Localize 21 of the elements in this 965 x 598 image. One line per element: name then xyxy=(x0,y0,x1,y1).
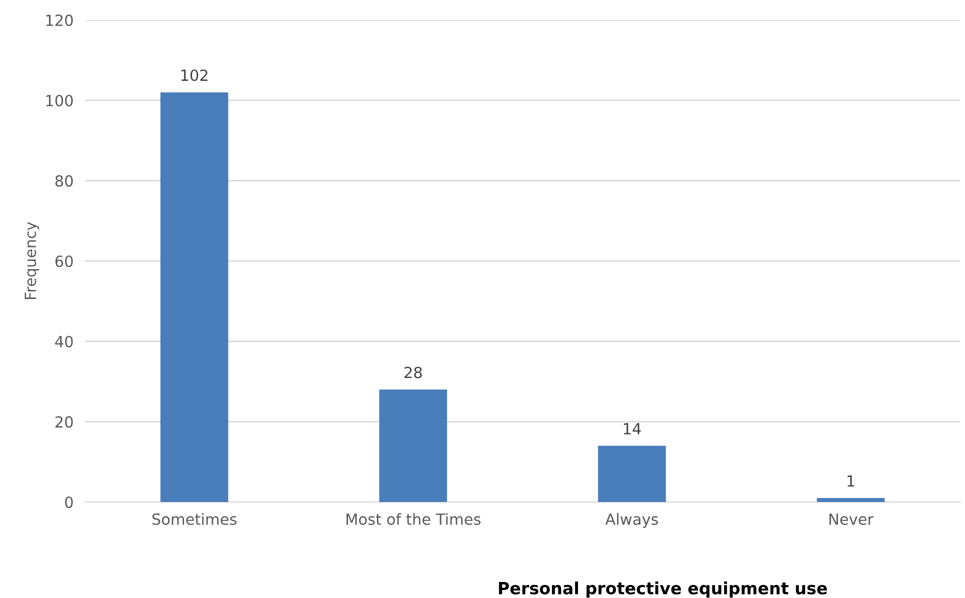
y-tick-label: 80 xyxy=(55,175,73,187)
data-label: 102 xyxy=(181,69,208,82)
y-tick-label: 20 xyxy=(55,416,73,428)
y-tick-label: 40 xyxy=(55,336,73,348)
y-tick-label: 100 xyxy=(46,94,73,106)
y-axis-title: Frequency xyxy=(24,222,40,299)
y-tick-label: 120 xyxy=(46,14,73,26)
x-tick-label: Never xyxy=(829,514,874,525)
x-axis-title: Personal protective equipment use xyxy=(498,582,827,598)
data-label: 14 xyxy=(624,423,641,434)
y-tick-label: 0 xyxy=(65,496,73,508)
x-tick-label: Most of the Times xyxy=(346,513,480,525)
data-label: 1 xyxy=(848,475,854,486)
bar xyxy=(379,390,448,502)
bar xyxy=(598,446,666,502)
y-tick-label: 60 xyxy=(55,255,73,268)
bar xyxy=(816,498,885,502)
bar xyxy=(160,92,228,502)
x-tick-label: Always xyxy=(605,513,658,528)
data-label: 28 xyxy=(404,366,422,378)
x-tick-label: Sometimes xyxy=(152,513,236,525)
